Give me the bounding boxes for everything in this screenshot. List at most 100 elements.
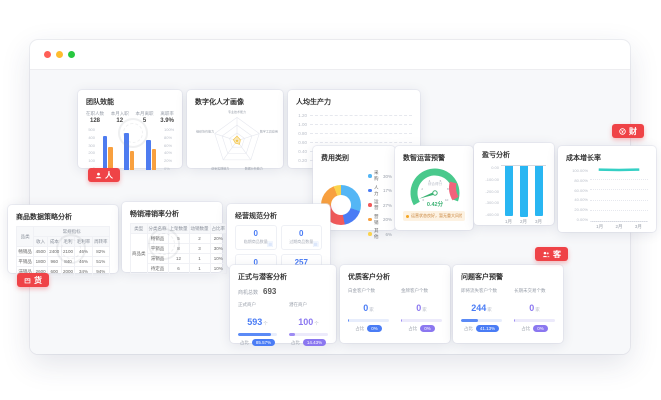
- ratio-badge: 85.57%: [251, 339, 276, 346]
- team-stat: 本月入职 12: [111, 111, 129, 124]
- table-cell: 滞销品: [146, 253, 169, 264]
- gauge-center-label: 综合得分: [428, 181, 443, 186]
- donut-wrap: 采购 30% 人力 17% 运营 27% 营销 20% 其他 6%: [321, 170, 392, 240]
- badge-label: 财: [629, 126, 637, 136]
- metric-unit: 家: [535, 307, 540, 312]
- progress-fill: [238, 333, 272, 336]
- table-body: 商品类 畅销品 5 2 20% 平销品 8 3 30% 滞销品 12 1 10% 待定品 6 1 10%: [130, 233, 227, 274]
- warning-text: 运营状态良好，暂无重大风险: [411, 213, 462, 218]
- x-tick: 2月: [615, 224, 623, 229]
- column-header: 收入: [33, 236, 48, 247]
- tile-label: 临期商品数量: [243, 239, 268, 244]
- progress-bar[interactable]: [514, 319, 555, 322]
- metric-value: 244: [471, 303, 487, 313]
- metric-value-row: 593个: [238, 312, 277, 330]
- ratio-row: 占比 0%: [401, 325, 442, 332]
- card-operations-gauge: 数智运营预警 0 2 4 6 8 10 综合得分 0.42分 运营状态良好，暂无重大风险: [395, 146, 473, 230]
- team-stat: 离职率 3.9%: [160, 111, 174, 124]
- bar: [151, 148, 157, 170]
- ratio-row: 占比 85.57%: [238, 339, 277, 346]
- table-cell: 5: [167, 233, 190, 244]
- stat-value: 3.9%: [160, 118, 174, 124]
- column-header: 毛利: [60, 236, 76, 247]
- metric-unit: 个: [263, 321, 268, 326]
- table-header: 类型 分类名称 上架数量 动销数量 占比率: [130, 223, 227, 234]
- table-cell: 51%: [91, 256, 111, 267]
- table-row: 平销品 1800 960 840 46% 51%: [15, 256, 111, 267]
- metric-value-row: 244家: [461, 298, 502, 316]
- progress-fill: [514, 319, 515, 322]
- metric-value: 100: [298, 317, 314, 327]
- table-cell: 94%: [91, 266, 111, 277]
- badge-label: 货: [34, 275, 42, 285]
- module-badge-goods[interactable]: 货: [17, 273, 49, 287]
- y-axis: 0.00 -100.00 -200.00 -300.00 -400.00: [482, 165, 501, 217]
- metric-label: 金牌客户个数: [401, 288, 428, 293]
- merged-type-cell: 商品类: [130, 233, 148, 274]
- grid-row: 0.60: [296, 138, 412, 147]
- legend-value: 17%: [383, 188, 393, 193]
- profit-bar-chart: 0.00 -100.00 -200.00 -300.00 -400.00: [482, 165, 546, 217]
- table-cell: 平销品: [146, 243, 169, 254]
- progress-bar[interactable]: [289, 333, 328, 336]
- module-badge-person[interactable]: 人: [88, 168, 120, 182]
- y-tick: 40%: [164, 150, 173, 156]
- x-tick: 1月: [504, 219, 512, 224]
- metric-value: 0: [363, 303, 369, 313]
- table-cell: 10%: [209, 253, 227, 264]
- bar-plot-area: [501, 165, 546, 217]
- y-tick: 100.00%: [572, 168, 588, 173]
- gauge-tick-label: 6: [440, 179, 442, 183]
- badge-label: 客: [553, 249, 561, 259]
- customer-column: 即将流失客户个数 244家 占比 41.13%: [461, 288, 502, 332]
- gauge-ticks: 0 2 4 6 8 10: [421, 179, 449, 202]
- radar-grid-ring: [221, 124, 253, 154]
- metric-unit: 家: [422, 307, 427, 312]
- table-cell: 30%: [209, 243, 227, 254]
- bar-group: [146, 127, 157, 170]
- bar: [108, 146, 113, 170]
- grid-line: [590, 178, 648, 180]
- progress-bar[interactable]: [401, 319, 442, 322]
- bar: [534, 166, 543, 217]
- tile-value: 0: [299, 229, 304, 238]
- summary-label: 商机总数: [238, 290, 259, 296]
- progress-bar[interactable]: [348, 319, 389, 322]
- module-badge-customer[interactable]: 客: [535, 247, 568, 261]
- module-badge-finance[interactable]: 财: [612, 124, 644, 138]
- tile-value: 257: [294, 258, 308, 267]
- x-tick: 1月: [596, 224, 604, 229]
- customer-column: 白金客户个数 0家 占比 0%: [348, 288, 389, 332]
- maximize-window-button[interactable]: [68, 51, 75, 58]
- gauge-value: 0.42分: [427, 200, 444, 208]
- card-premium-customers: 优质客户分析 白金客户个数 0家 占比 0% 金牌客户个数 0家 占比 0%: [340, 265, 450, 343]
- card-talent-radar: 数字化人才画像 专业技术能力 数字工具应用 数据分析能力 创新实践能力 组织协作能力: [187, 90, 283, 170]
- card-title: 问题客户预警: [461, 274, 503, 281]
- y-tick: 0.80: [298, 131, 307, 136]
- table-row: 滞销品 2600 600 2000 34% 94%: [15, 266, 111, 277]
- metric-label: 白金客户个数: [348, 288, 375, 293]
- x-tick: 3月: [634, 224, 642, 229]
- customer-column: 金牌客户个数 0家 占比 0%: [401, 288, 442, 332]
- bar-group: [124, 127, 135, 170]
- legend-item: 运营 27%: [368, 199, 392, 211]
- card-title: 畅销滞销率分析: [130, 211, 179, 218]
- grid-line: [590, 221, 648, 222]
- y-tick: 0.40: [298, 149, 307, 154]
- customer-columns: 正式商户 593个 占比 85.57% 潜在商户 100个 占比 14.43%: [238, 302, 328, 346]
- progress-bar[interactable]: [238, 333, 277, 336]
- gauge-tick-label: 0: [422, 198, 424, 202]
- progress-bar[interactable]: [461, 319, 502, 322]
- y-tick: 100%: [164, 127, 175, 132]
- y-tick: 80.00%: [574, 177, 588, 183]
- grid-row: 0.80: [296, 129, 412, 138]
- minimize-window-button[interactable]: [56, 51, 63, 58]
- card-title: 优质客户分析: [348, 274, 390, 281]
- table-cell: 待定品: [146, 263, 169, 274]
- close-window-button[interactable]: [44, 51, 51, 58]
- y-tick: 0%: [164, 165, 170, 171]
- legend-value: 30%: [383, 173, 393, 179]
- table-body: 畅销品 4500 2400 2100 46% 82% 平销品 1800 960 840 46% 51%…: [15, 246, 111, 277]
- ratio-row: 占比 0%: [514, 325, 555, 332]
- y-tick: 1.20: [298, 113, 307, 118]
